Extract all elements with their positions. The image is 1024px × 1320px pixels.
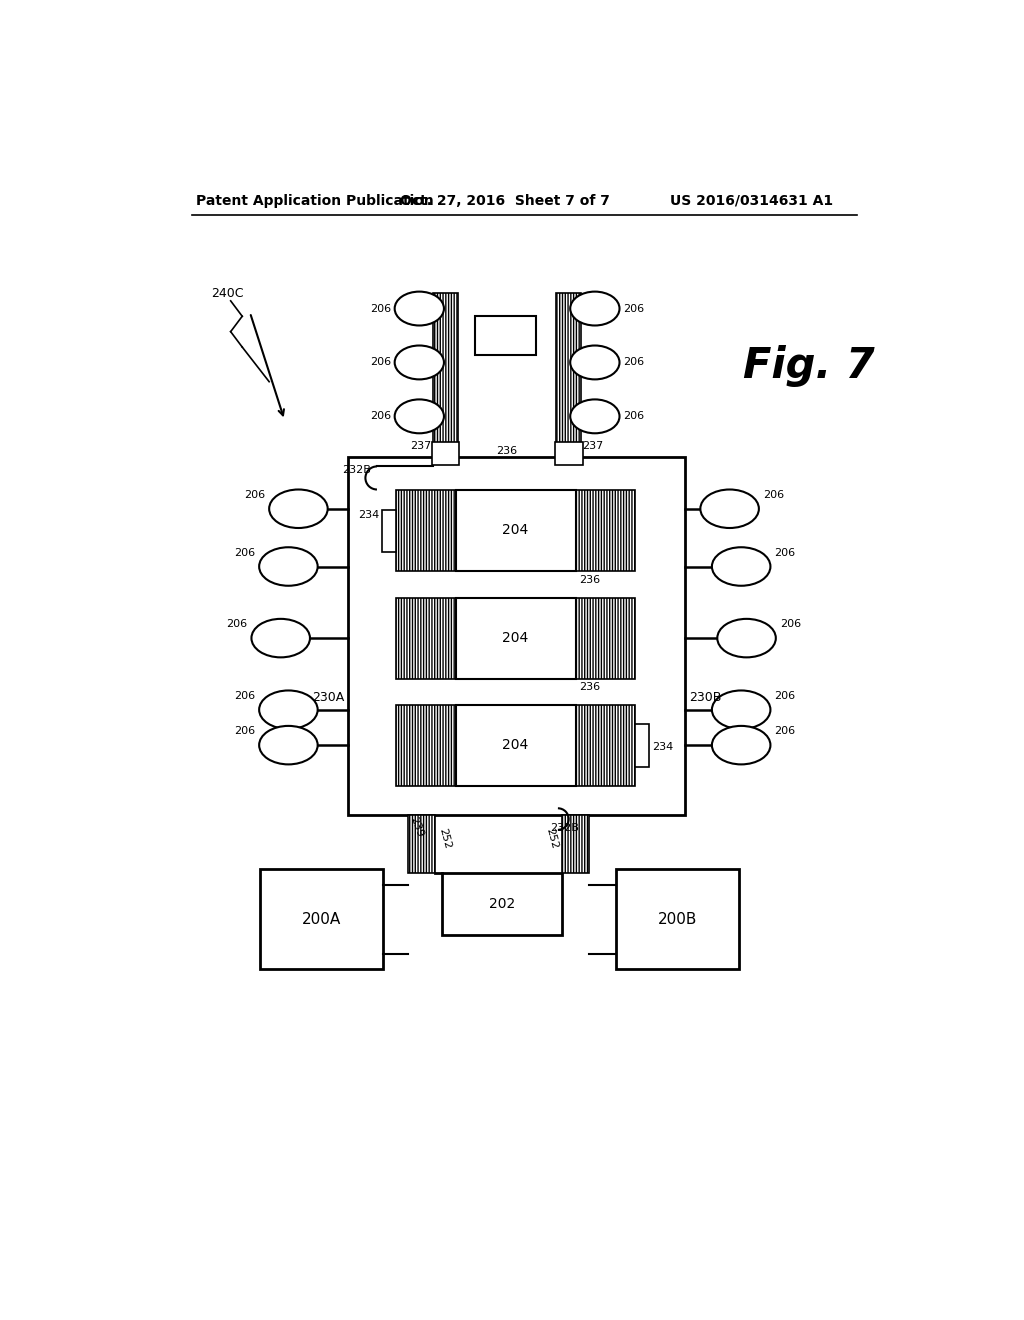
Bar — [615, 869, 739, 969]
Text: 240C: 240C — [211, 286, 244, 300]
Ellipse shape — [570, 292, 620, 326]
Bar — [457, 705, 575, 785]
Text: 232B: 232B — [550, 822, 580, 833]
Ellipse shape — [570, 400, 620, 433]
Text: 252: 252 — [545, 826, 559, 850]
Text: 200B: 200B — [657, 912, 697, 927]
Bar — [457, 490, 575, 572]
Text: 200A: 200A — [302, 912, 341, 927]
Text: 206: 206 — [624, 358, 644, 367]
Text: 239: 239 — [409, 814, 425, 838]
Text: 206: 206 — [774, 726, 796, 737]
Bar — [442, 873, 562, 935]
Text: 206: 206 — [234, 690, 255, 701]
Ellipse shape — [394, 400, 444, 433]
Text: Oct. 27, 2016  Sheet 7 of 7: Oct. 27, 2016 Sheet 7 of 7 — [400, 194, 610, 207]
Text: 230B: 230B — [689, 690, 721, 704]
Text: 206: 206 — [779, 619, 801, 630]
Text: 234: 234 — [652, 742, 673, 752]
Text: Patent Application Publication: Patent Application Publication — [196, 194, 434, 207]
Text: 206: 206 — [370, 304, 391, 314]
Text: 206: 206 — [774, 548, 796, 557]
Text: 204: 204 — [503, 523, 528, 537]
Text: US 2016/0314631 A1: US 2016/0314631 A1 — [670, 194, 833, 207]
Bar — [562, 816, 589, 873]
Bar — [555, 442, 583, 465]
Text: 252: 252 — [437, 826, 453, 850]
Text: 206: 206 — [624, 304, 644, 314]
Text: 232B: 232B — [342, 465, 371, 475]
Bar — [556, 293, 581, 457]
Bar — [348, 457, 685, 816]
Bar — [475, 317, 537, 355]
Ellipse shape — [700, 490, 759, 528]
Bar — [574, 705, 635, 785]
Text: 204: 204 — [503, 738, 528, 752]
Text: 202: 202 — [489, 896, 515, 911]
Text: 206: 206 — [370, 358, 391, 367]
Ellipse shape — [394, 346, 444, 379]
Bar — [396, 598, 457, 678]
Text: 206: 206 — [234, 548, 255, 557]
Text: 206: 206 — [624, 412, 644, 421]
Text: 237: 237 — [411, 441, 432, 450]
Text: 236: 236 — [579, 682, 600, 693]
Bar — [382, 510, 396, 552]
Bar — [433, 293, 458, 457]
Text: 206: 206 — [226, 619, 248, 630]
Ellipse shape — [259, 690, 317, 729]
Bar — [396, 490, 457, 572]
Ellipse shape — [717, 619, 776, 657]
Bar — [574, 490, 635, 572]
Ellipse shape — [259, 726, 317, 764]
Ellipse shape — [259, 548, 317, 586]
Text: 236: 236 — [579, 574, 600, 585]
Text: 234: 234 — [358, 510, 379, 520]
Bar — [408, 816, 435, 873]
Text: Fig. 7: Fig. 7 — [742, 346, 874, 387]
Text: 206: 206 — [370, 412, 391, 421]
Text: 230A: 230A — [312, 690, 345, 704]
Text: 206: 206 — [774, 690, 796, 701]
Ellipse shape — [570, 346, 620, 379]
Ellipse shape — [712, 726, 770, 764]
Text: 236: 236 — [497, 446, 518, 455]
Bar — [574, 598, 635, 678]
Bar — [457, 598, 575, 678]
Text: 206: 206 — [234, 726, 255, 737]
Bar — [635, 725, 649, 767]
Ellipse shape — [394, 292, 444, 326]
Ellipse shape — [712, 548, 770, 586]
Ellipse shape — [712, 690, 770, 729]
Bar — [432, 442, 460, 465]
Text: 204: 204 — [503, 631, 528, 645]
Bar — [260, 869, 383, 969]
Text: 237: 237 — [583, 441, 604, 450]
Text: 206: 206 — [763, 490, 783, 500]
Text: 206: 206 — [244, 490, 265, 500]
Ellipse shape — [269, 490, 328, 528]
Ellipse shape — [252, 619, 310, 657]
Bar — [396, 705, 457, 785]
